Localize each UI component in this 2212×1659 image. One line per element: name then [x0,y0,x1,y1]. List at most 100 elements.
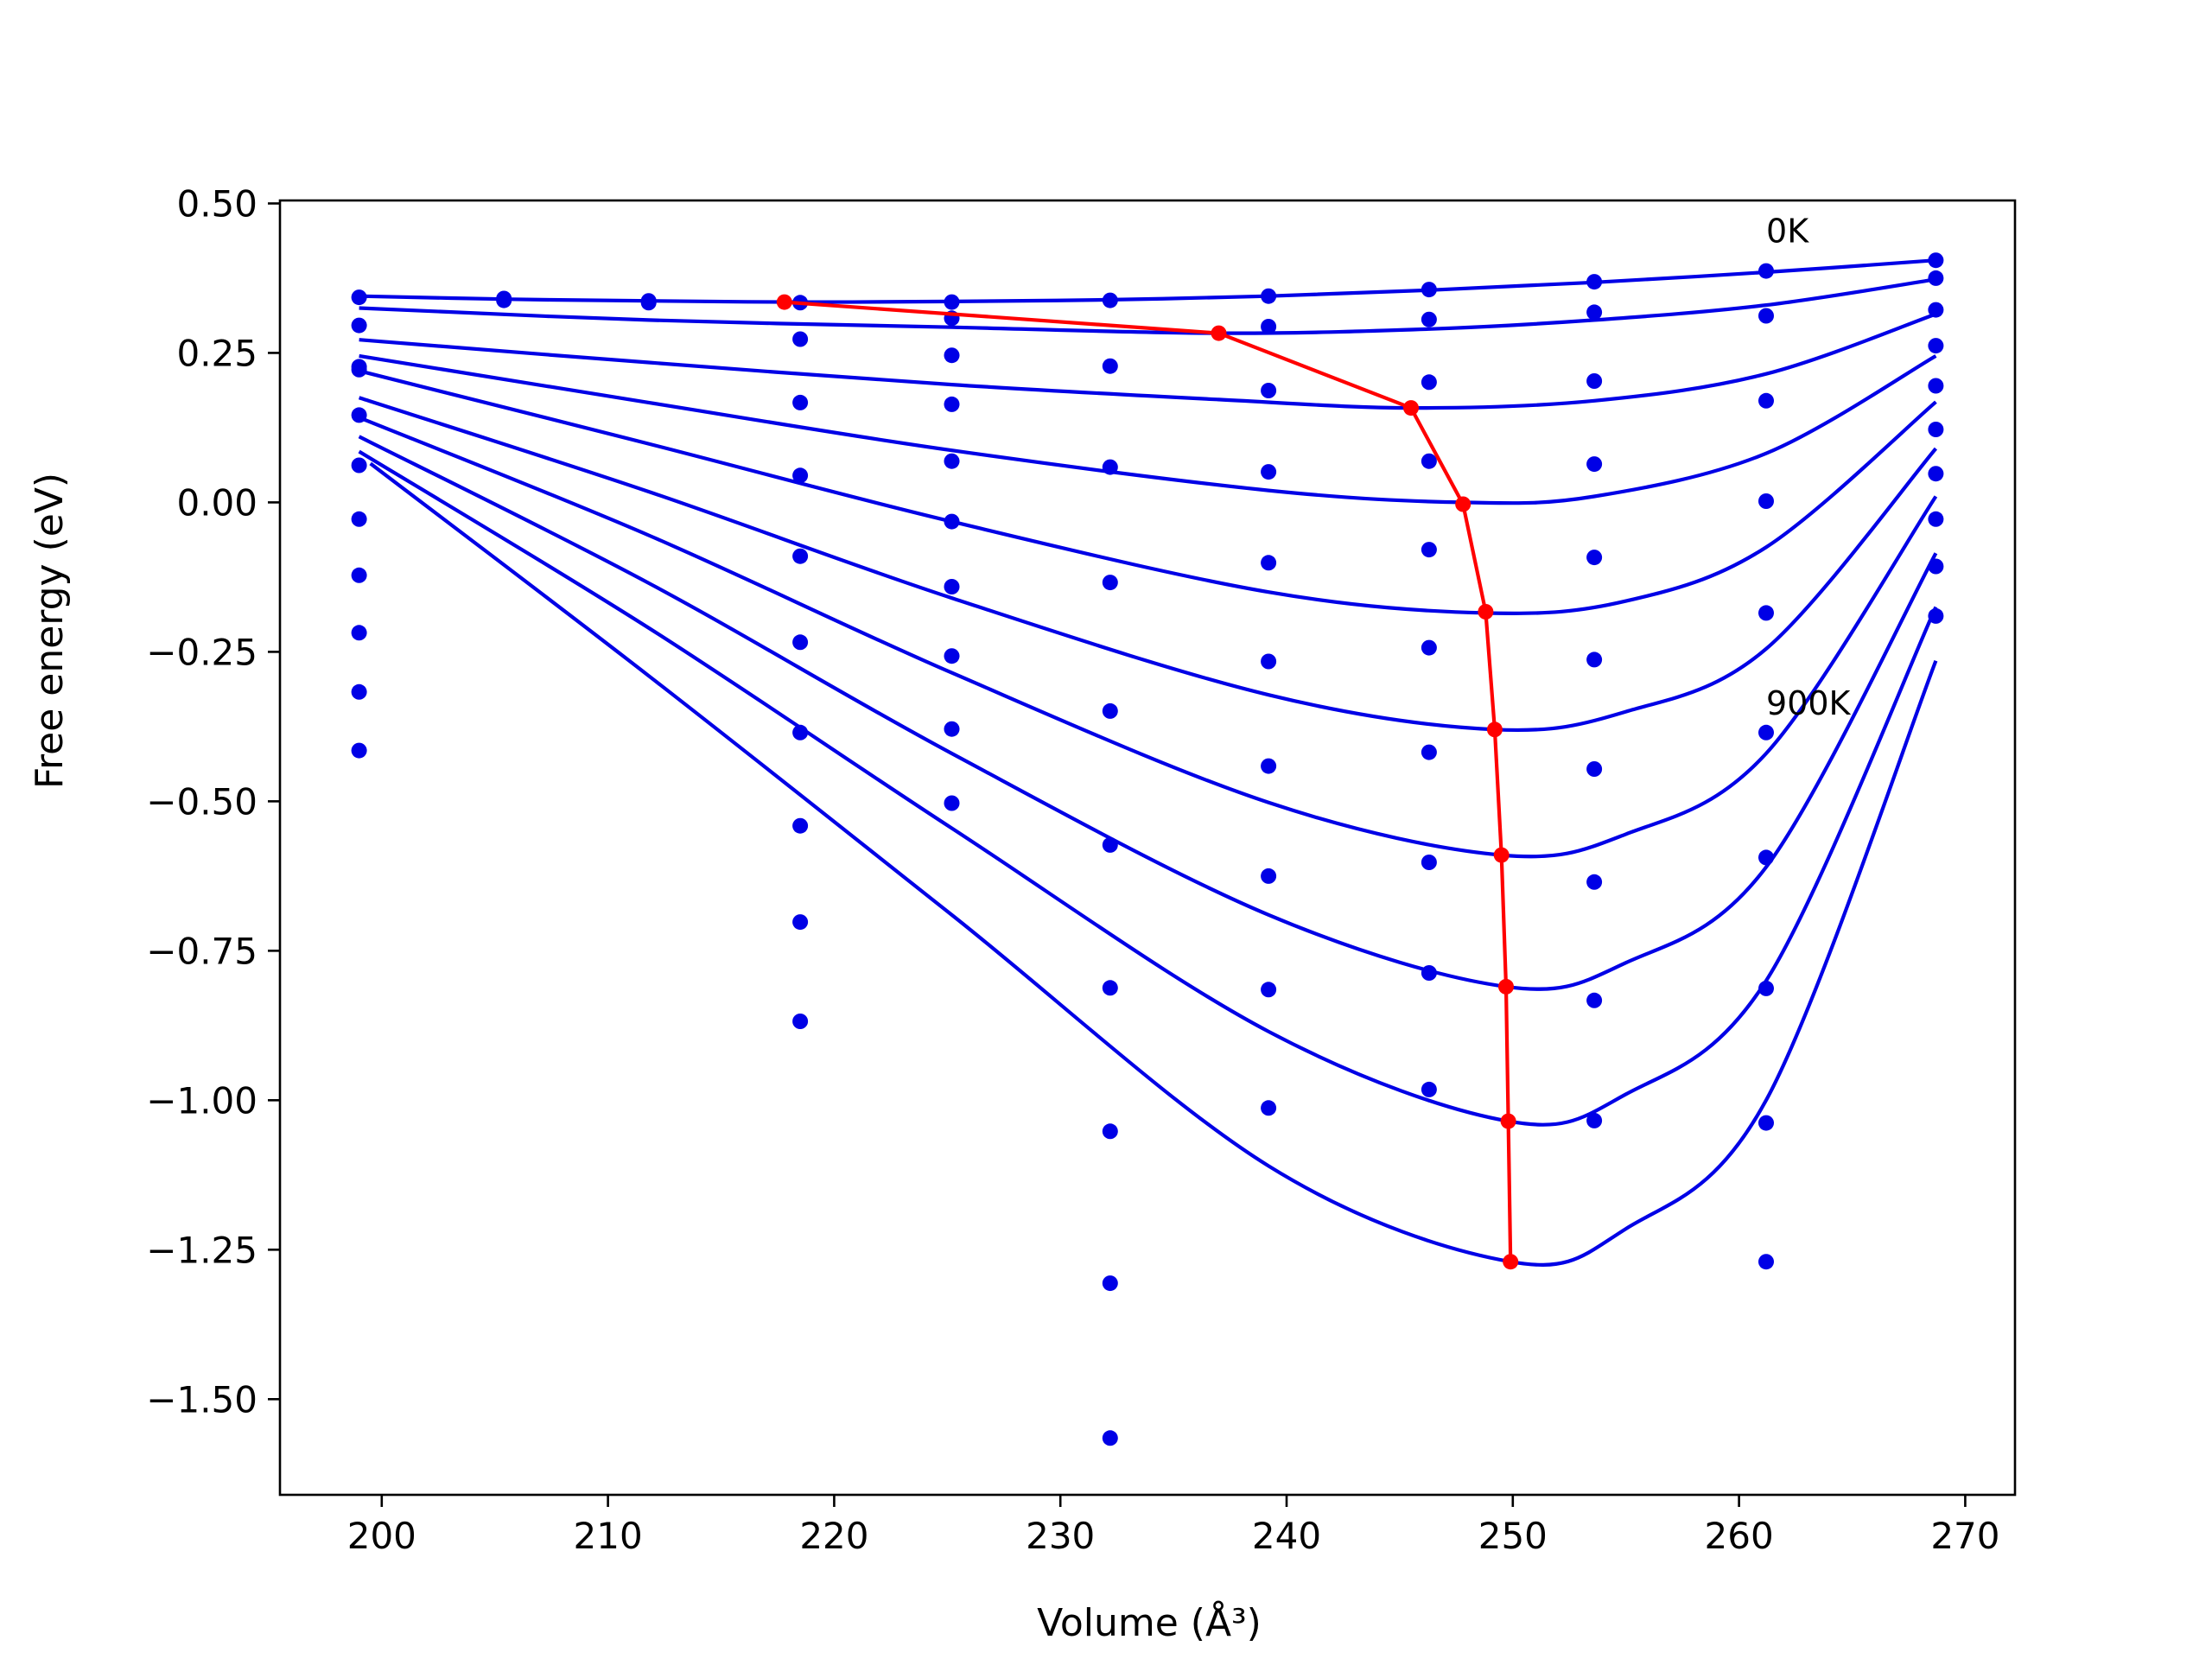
data-point [1261,555,1277,571]
data-point [1758,493,1774,509]
data-point [1421,374,1437,391]
fitted-curve-3 [359,312,1937,410]
y-tick-label: −0.75 [146,930,257,972]
data-point [944,453,960,469]
data-point [1102,292,1118,308]
minima-point [1493,847,1510,863]
data-point [1102,459,1118,475]
data-point [1928,270,1944,286]
fitted-curve-8 [358,435,1938,991]
data-point [496,292,512,308]
data-point [351,511,367,527]
fitted-curve-6 [358,396,1938,733]
fitted-curve-7 [358,416,1938,859]
data-point [1102,1123,1118,1140]
data-point [1586,992,1603,1008]
data-point [1586,550,1603,566]
y-axis-ticks: 0.50 0.25 0.00 −0.25 −0.50 −0.75 −1.00 −1.25 −1.… [146,182,280,1421]
minima-point [1211,325,1227,341]
data-point [1421,542,1437,558]
data-point [944,579,960,594]
data-point [944,795,960,811]
data-point [1421,311,1437,327]
data-point [1102,980,1118,996]
data-point [351,317,367,334]
data-point [1758,849,1774,866]
data-point [1421,1081,1437,1097]
data-point [944,294,960,310]
minima-point [1498,978,1514,995]
data-point [1928,511,1944,527]
data-point [944,347,960,364]
minima-point [1503,1254,1519,1270]
data-point [1928,607,1944,624]
minima-point [1478,604,1494,620]
data-point [1928,558,1944,575]
data-point [1261,1100,1277,1116]
data-point [1758,724,1774,741]
data-point [1758,392,1774,409]
minima-point [1500,1113,1516,1129]
data-point [1102,702,1118,719]
y-tick-label: 0.25 [176,332,257,374]
fitted-curve-5 [359,369,1937,615]
data-point [351,683,367,700]
y-tick-label: −1.50 [146,1378,257,1421]
data-point [1928,338,1944,354]
data-point [1261,653,1277,670]
data-point [351,457,367,474]
data-point [1261,464,1277,480]
x-tick-label: 200 [347,1515,416,1557]
data-point [1758,308,1774,324]
data-point [944,648,960,664]
data-point [1261,982,1277,998]
x-tick-label: 220 [799,1515,868,1557]
data-point [1758,263,1774,279]
fitted-curve-10 [369,461,1938,1267]
data-point [792,394,809,410]
data-point [1928,252,1944,269]
data-point [944,396,960,412]
data-point [1586,652,1603,668]
minima-polyline [784,300,1513,1262]
data-point [1586,304,1603,321]
data-point [1102,1275,1118,1292]
fitted-curve-1 [359,258,1936,304]
data-point [1421,965,1437,981]
data-points [351,252,1944,1446]
data-point [1102,1430,1118,1446]
data-point [351,567,367,583]
data-point [1586,373,1603,389]
data-point [1758,605,1774,621]
data-point [1261,288,1277,304]
data-point [1928,378,1944,394]
y-tick-label: −0.50 [146,780,257,823]
x-tick-label: 250 [1478,1515,1548,1557]
data-point [792,817,809,834]
y-axis-label: Free energy (eV) [28,473,72,789]
annotation-label: 0K [1766,213,1809,251]
data-point [351,289,367,306]
y-tick-label: 0.50 [176,182,257,225]
data-point [1586,274,1603,290]
y-tick-label: 0.00 [176,481,257,524]
data-point [351,407,367,423]
data-point [1928,466,1944,482]
data-point [351,625,367,641]
y-tick-label: −1.00 [146,1079,257,1122]
y-tick-label: −0.25 [146,631,257,673]
data-point [792,1014,809,1029]
data-point [792,724,809,741]
data-point [1421,453,1437,469]
data-point [1928,422,1944,437]
x-tick-label: 270 [1930,1515,1999,1557]
data-point [792,914,809,931]
data-point [792,467,809,484]
x-tick-label: 260 [1705,1515,1774,1557]
data-point [1586,874,1603,890]
data-point [1102,575,1118,591]
minima-line [776,294,1519,1270]
data-point [1102,836,1118,853]
fitted-curve-2 [359,277,1936,335]
